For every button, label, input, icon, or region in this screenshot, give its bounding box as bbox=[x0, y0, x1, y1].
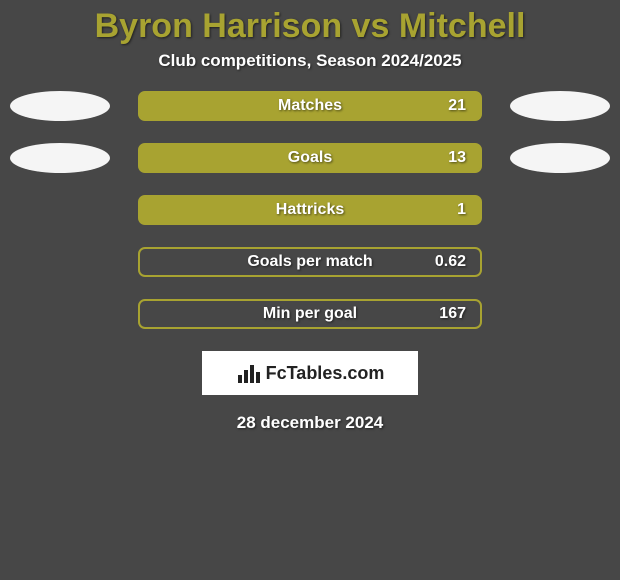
stat-row: Matches 21 bbox=[0, 91, 620, 121]
stat-label: Hattricks bbox=[276, 201, 344, 219]
stat-label: Min per goal bbox=[263, 305, 357, 323]
stat-label: Matches bbox=[278, 97, 342, 115]
player-disc bbox=[10, 91, 110, 121]
stat-value: 167 bbox=[439, 305, 466, 323]
date-text: 28 december 2024 bbox=[0, 413, 620, 433]
stat-value: 21 bbox=[448, 97, 466, 115]
player-disc bbox=[10, 143, 110, 173]
stat-row: Goals 13 bbox=[0, 143, 620, 173]
player-disc bbox=[510, 143, 610, 173]
stat-row: Goals per match 0.62 bbox=[0, 247, 620, 277]
stat-label: Goals per match bbox=[247, 253, 372, 271]
brand-box: FcTables.com bbox=[202, 351, 418, 395]
page-subtitle: Club competitions, Season 2024/2025 bbox=[0, 51, 620, 91]
brand-text: FcTables.com bbox=[266, 363, 385, 384]
stat-value: 1 bbox=[457, 201, 466, 219]
stat-value: 0.62 bbox=[435, 253, 466, 271]
stat-row: Min per goal 167 bbox=[0, 299, 620, 329]
page-title: Byron Harrison vs Mitchell bbox=[0, 0, 620, 51]
stat-bar: Min per goal 167 bbox=[138, 299, 482, 329]
stat-value: 13 bbox=[448, 149, 466, 167]
stat-bar: Hattricks 1 bbox=[138, 195, 482, 225]
player-disc bbox=[510, 91, 610, 121]
stat-label: Goals bbox=[288, 149, 332, 167]
stat-row: Hattricks 1 bbox=[0, 195, 620, 225]
bars-icon bbox=[236, 363, 260, 383]
stat-bar: Matches 21 bbox=[138, 91, 482, 121]
stats-container: Matches 21 Goals 13 Hattricks 1 Goals per matc… bbox=[0, 91, 620, 329]
stat-bar: Goals 13 bbox=[138, 143, 482, 173]
brand-inner: FcTables.com bbox=[236, 363, 385, 384]
stat-bar: Goals per match 0.62 bbox=[138, 247, 482, 277]
